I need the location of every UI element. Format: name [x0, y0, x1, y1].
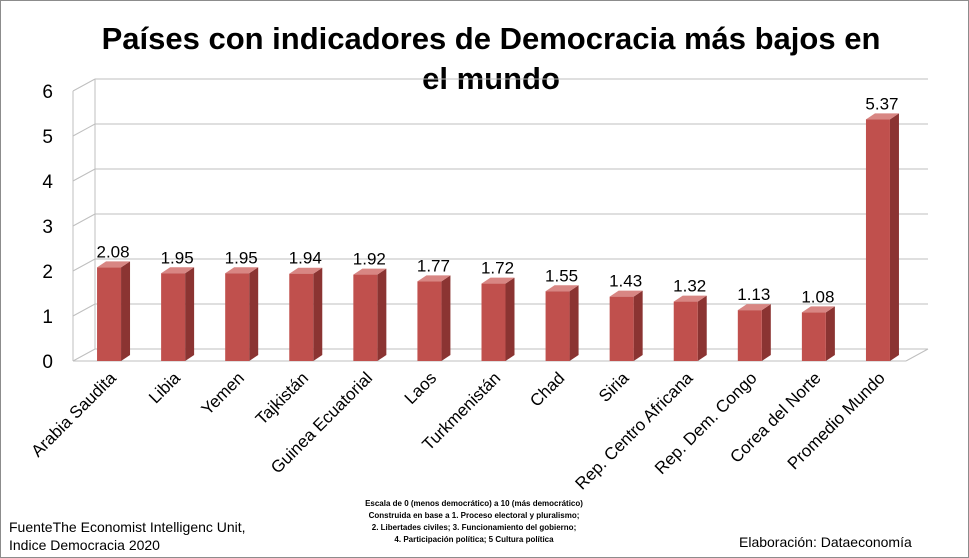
bar — [609, 296, 634, 361]
bar — [801, 312, 826, 361]
y-tick-label: 5 — [42, 127, 53, 148]
floor-edge — [905, 348, 929, 362]
x-tick-label: Tajkistán — [252, 368, 312, 428]
x-tick-label: Laos — [401, 368, 441, 408]
bar-top — [737, 304, 771, 311]
bar — [545, 291, 570, 361]
bar-side — [889, 113, 899, 361]
bar — [289, 273, 314, 361]
bar-side — [441, 275, 451, 361]
x-tick-label: Yemen — [198, 368, 248, 418]
data-label: 1.55 — [545, 266, 578, 285]
scale-note: Escala de 0 (menos democrático) a 10 (má… — [301, 498, 647, 546]
data-label: 1.72 — [481, 259, 514, 278]
bar-top — [545, 285, 579, 292]
gridline-side — [72, 168, 96, 182]
data-label: 2.08 — [96, 242, 129, 261]
bar-top — [673, 295, 707, 302]
bar-side — [569, 285, 579, 361]
bar-side — [697, 295, 707, 361]
bar-top — [609, 290, 643, 297]
data-label: 1.92 — [353, 250, 386, 269]
bar-side — [121, 261, 131, 361]
bar-top — [801, 306, 835, 313]
bar-top — [289, 267, 323, 274]
gridline-side — [72, 303, 96, 317]
x-tick-label: Siria — [595, 368, 633, 406]
data-label: 1.08 — [801, 287, 834, 306]
y-tick-label: 1 — [42, 307, 53, 328]
data-label: 1.13 — [737, 285, 770, 304]
bar-top — [353, 268, 387, 275]
scale-note-line-1: Escala de 0 (menos democrático) a 10 (má… — [365, 499, 583, 508]
bar — [353, 274, 378, 361]
x-tick-label: Libia — [145, 368, 184, 407]
y-tick-label: 4 — [42, 172, 53, 193]
bar-side — [761, 304, 771, 361]
scale-note-line-3: 2. Libertades civiles; 3. Funcionamiento… — [371, 523, 577, 532]
x-tick-label: Rep. Centro Africana — [572, 368, 697, 493]
bar — [865, 119, 890, 361]
bar-side — [505, 277, 515, 361]
bar-top — [225, 267, 259, 274]
gridline-side — [72, 78, 96, 92]
bar — [225, 273, 250, 361]
bar-top — [161, 267, 195, 274]
y-tick-label: 6 — [42, 82, 53, 103]
y-tick-label: 0 — [42, 352, 53, 373]
data-label: 1.95 — [161, 248, 194, 267]
credit-note: Elaboración: Dataeconomía — [739, 534, 912, 550]
bar — [481, 283, 506, 361]
data-label: 5.37 — [865, 94, 898, 113]
bar-side — [825, 306, 835, 361]
bar-side — [313, 267, 323, 361]
source-line-2: Indice Democracia 2020 — [9, 537, 160, 553]
data-label: 1.94 — [289, 249, 322, 268]
y-tick-label: 3 — [42, 217, 53, 238]
source-line-1: FuenteThe Economist Intelligenc Unit, — [9, 519, 246, 535]
data-label: 1.43 — [609, 272, 642, 291]
gridline-side — [72, 348, 96, 362]
bar-top — [417, 275, 451, 282]
bar — [673, 301, 698, 361]
y-tick-label: 2 — [42, 262, 53, 283]
gridline-side — [72, 123, 96, 137]
bar — [417, 281, 442, 361]
bar-top — [865, 113, 899, 120]
scale-note-line-4: 4. Participación política; 5 Cultura pol… — [394, 535, 554, 544]
data-label: 1.32 — [673, 277, 706, 296]
bar-top — [97, 261, 131, 268]
bar — [97, 267, 122, 361]
gridline-side — [72, 213, 96, 227]
bar — [737, 310, 762, 361]
data-label: 1.95 — [225, 248, 258, 267]
bar-side — [633, 290, 643, 361]
x-tick-label: Arabia Saudita — [28, 368, 121, 461]
source-note: FuenteThe Economist Intelligenc Unit, In… — [9, 518, 246, 554]
bar-side — [185, 267, 195, 361]
gridline-side — [72, 258, 96, 272]
data-label: 1.77 — [417, 256, 450, 275]
bar-side — [249, 267, 259, 361]
x-tick-label: Chad — [526, 368, 568, 410]
bar-side — [377, 268, 387, 361]
bar-top — [481, 277, 515, 284]
scale-note-line-2: Construida en base a 1. Proceso electora… — [368, 511, 580, 520]
bar — [161, 273, 186, 361]
